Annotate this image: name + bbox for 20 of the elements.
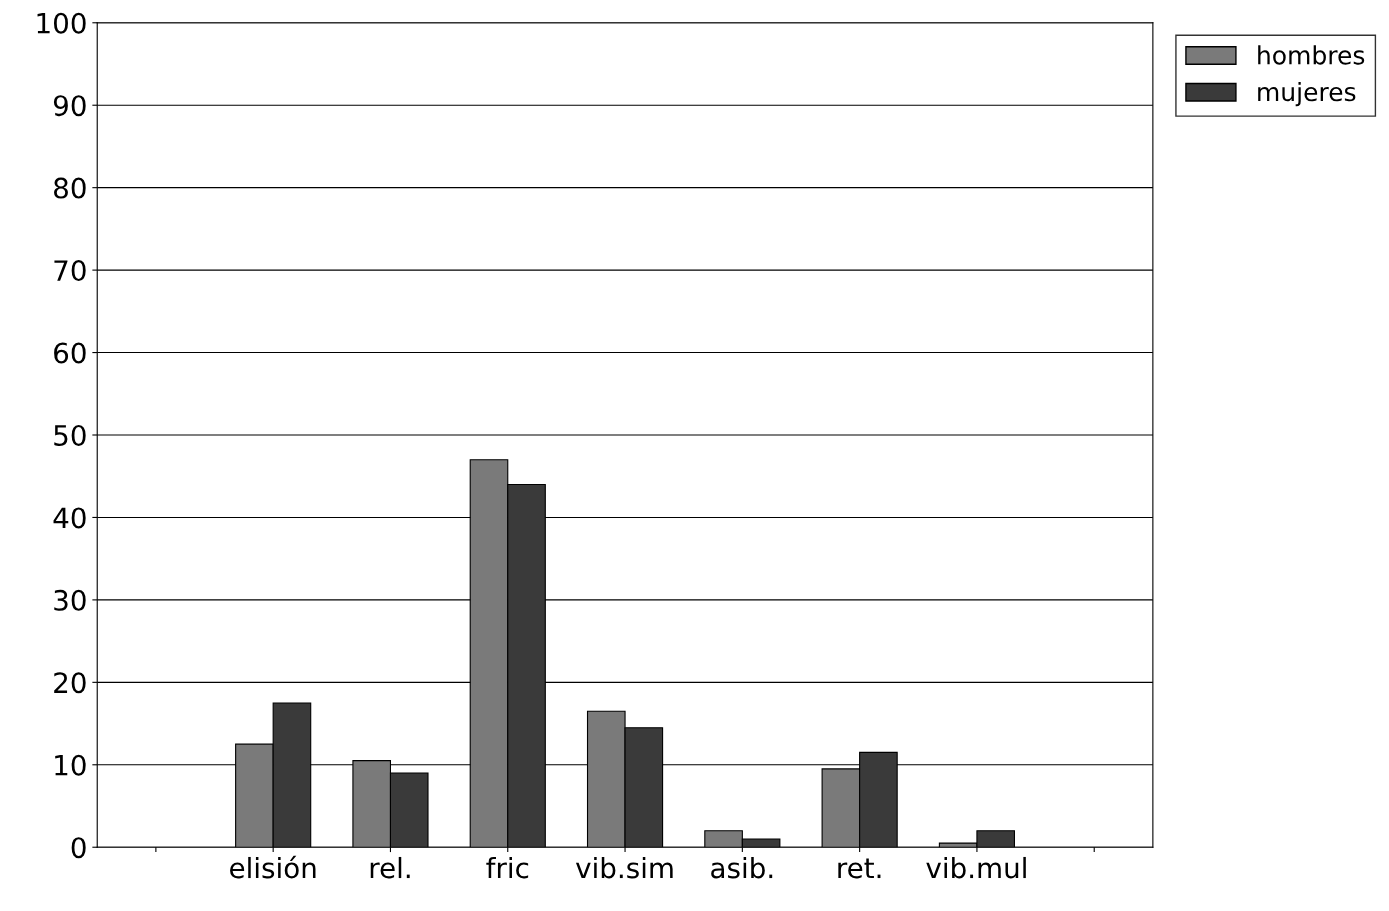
legend-label: mujeres (1258, 81, 1356, 107)
y-tick-label: 100 (37, 12, 86, 34)
y-tick-label: 80 (54, 177, 86, 199)
y-tick-label: 90 (53, 95, 86, 117)
legend-label: hombres (1258, 45, 1365, 65)
y-tick-label: 40 (53, 507, 86, 529)
x-tick-label: fric (486, 856, 529, 879)
y-tick-label: 10 (55, 754, 86, 776)
x-tick-label: ret. (838, 858, 881, 879)
x-tick-label: vib.mul (926, 856, 1026, 879)
y-tick-label: 30 (54, 589, 86, 611)
y-tick-label: 20 (54, 672, 86, 694)
y-tick-label: 0 (71, 837, 86, 859)
x-tick-label: asib. (711, 856, 773, 879)
x-tick-label: rel. (370, 856, 410, 879)
y-tick-label: 70 (54, 260, 86, 282)
y-tick-label: 60 (54, 342, 86, 364)
x-tick-label: elisión (230, 855, 316, 879)
x-tick-label: vib.sim (575, 856, 673, 879)
y-tick-label: 50 (54, 424, 86, 446)
